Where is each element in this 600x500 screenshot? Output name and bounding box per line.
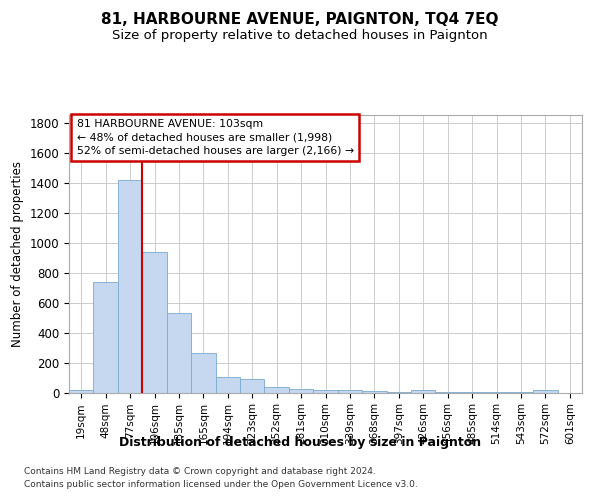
Bar bbox=[313, 390, 338, 392]
Bar bbox=[289, 389, 313, 392]
Text: Distribution of detached houses by size in Paignton: Distribution of detached houses by size … bbox=[119, 436, 481, 449]
Text: 81, HARBOURNE AVENUE, PAIGNTON, TQ4 7EQ: 81, HARBOURNE AVENUE, PAIGNTON, TQ4 7EQ bbox=[101, 12, 499, 28]
Text: Contains public sector information licensed under the Open Government Licence v3: Contains public sector information licen… bbox=[24, 480, 418, 489]
Bar bbox=[362, 391, 386, 392]
Bar bbox=[191, 353, 215, 393]
Bar bbox=[69, 390, 94, 392]
Bar bbox=[142, 252, 167, 392]
Y-axis label: Number of detached properties: Number of detached properties bbox=[11, 161, 24, 347]
Bar bbox=[240, 379, 265, 392]
Text: 81 HARBOURNE AVENUE: 103sqm
← 48% of detached houses are smaller (1,998)
52% of : 81 HARBOURNE AVENUE: 103sqm ← 48% of det… bbox=[77, 119, 354, 156]
Bar bbox=[167, 313, 191, 392]
Bar bbox=[411, 390, 436, 392]
Bar bbox=[94, 282, 118, 393]
Bar bbox=[533, 390, 557, 392]
Text: Size of property relative to detached houses in Paignton: Size of property relative to detached ho… bbox=[112, 29, 488, 42]
Bar bbox=[118, 180, 142, 392]
Text: Contains HM Land Registry data © Crown copyright and database right 2024.: Contains HM Land Registry data © Crown c… bbox=[24, 467, 376, 476]
Bar bbox=[338, 390, 362, 392]
Bar bbox=[265, 386, 289, 392]
Bar bbox=[215, 377, 240, 392]
